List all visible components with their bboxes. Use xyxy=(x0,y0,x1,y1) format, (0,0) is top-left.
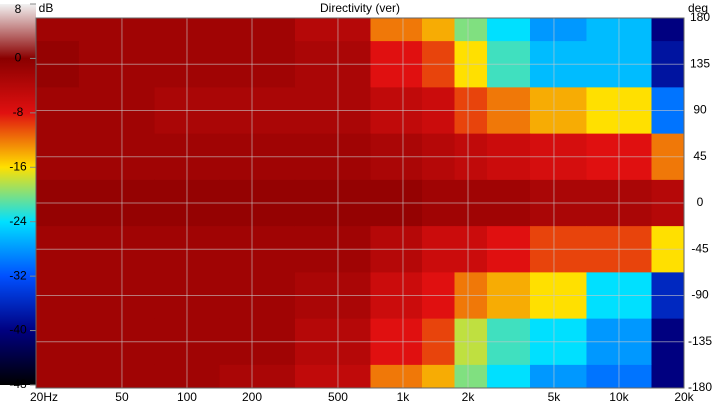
heat-cell xyxy=(370,18,423,42)
colorbar-tick-label: 0 xyxy=(15,51,22,65)
heat-cell xyxy=(78,18,155,42)
heat-cell xyxy=(529,364,587,389)
x-tick-label: 1k xyxy=(397,390,411,404)
heat-cell xyxy=(370,364,423,389)
x-tick-label: 20k xyxy=(674,390,694,404)
colorbar-tick-label: -24 xyxy=(9,214,27,228)
heat-cell xyxy=(421,18,456,42)
x-tick-label: 50 xyxy=(115,390,129,404)
heat-cell xyxy=(294,18,371,42)
heat-cell xyxy=(651,364,685,389)
y-tick-label: -90 xyxy=(691,288,709,302)
plot-frame xyxy=(35,17,685,389)
x-tick-label: 5k xyxy=(548,390,562,404)
colorbar-tick-label: -16 xyxy=(9,159,27,173)
y-tick-label: 180 xyxy=(690,10,710,24)
y-tick-label: 45 xyxy=(693,149,707,163)
y-tick-label: 0 xyxy=(697,195,704,209)
y-axis-label: deg xyxy=(688,1,708,15)
heat-cell xyxy=(36,364,80,389)
heat-cell xyxy=(487,18,531,42)
y-tick-label: -45 xyxy=(691,241,709,255)
heat-cell xyxy=(294,364,371,389)
heat-cell xyxy=(651,18,685,42)
x-tick-label: 100 xyxy=(177,390,197,404)
heat-cell xyxy=(454,364,488,389)
x-tick-label: 10k xyxy=(609,390,629,404)
x-tick-label: 200 xyxy=(242,390,262,404)
chart-title: Directivity (ver) xyxy=(320,1,400,15)
colorbar-tick-label: -8 xyxy=(13,105,24,119)
colorbar-tick-label: -32 xyxy=(9,268,27,282)
y-tick-label: -180 xyxy=(688,380,712,394)
y-tick-label: -135 xyxy=(688,334,712,348)
y-tick-label: 90 xyxy=(693,103,707,117)
colorbar-tick-label: 8 xyxy=(15,2,22,16)
heat-cell xyxy=(219,364,296,389)
y-tick-label: 135 xyxy=(690,56,710,70)
colorbar-tick-label: -40 xyxy=(9,323,27,337)
x-tick-label: 500 xyxy=(328,390,348,404)
colorbar-tick-label: -48 xyxy=(9,377,27,391)
heat-cell xyxy=(78,364,155,389)
x-tick-label: 2k xyxy=(462,390,476,404)
heat-cell xyxy=(421,364,456,389)
heat-cell xyxy=(529,18,587,42)
heat-cell xyxy=(219,18,296,42)
colorbar xyxy=(0,4,36,385)
x-tick-label: 20Hz xyxy=(30,390,58,404)
heat-cell xyxy=(487,364,531,389)
colorbar-label: dB xyxy=(39,1,54,15)
heat-cell xyxy=(454,18,488,42)
heat-cell xyxy=(36,18,80,42)
